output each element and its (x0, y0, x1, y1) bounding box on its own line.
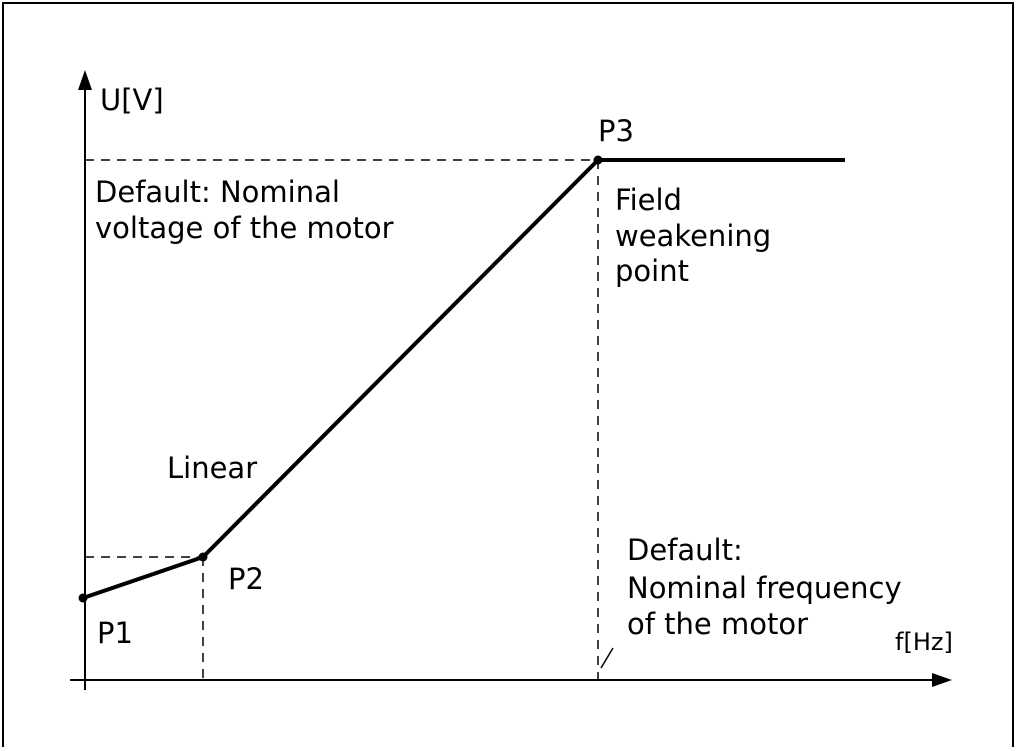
point-label: P1 (97, 616, 133, 650)
annotation: of the motor (627, 607, 808, 641)
point-label: P2 (228, 562, 264, 596)
uf-curve (82, 158, 845, 600)
point-marker (593, 155, 603, 165)
x-axis-arrow (932, 673, 952, 687)
annotation: Field (615, 183, 682, 217)
annotation: voltage of the motor (95, 211, 394, 245)
annotation: Default: Nominal (95, 175, 340, 209)
annotation: point (615, 254, 689, 288)
annotation: weakening (615, 219, 771, 253)
annotation: Linear (167, 451, 257, 485)
x-axis-label: f[Hz] (895, 628, 953, 656)
pointer (600, 647, 614, 669)
annotation: Nominal frequency (627, 571, 902, 605)
point-marker (78, 593, 88, 603)
y-axis-arrow (78, 70, 92, 90)
y-axis-label: U[V] (100, 83, 164, 117)
annotation: Default: (627, 533, 743, 567)
point-label: P3 (598, 114, 634, 148)
point-marker (198, 552, 208, 562)
